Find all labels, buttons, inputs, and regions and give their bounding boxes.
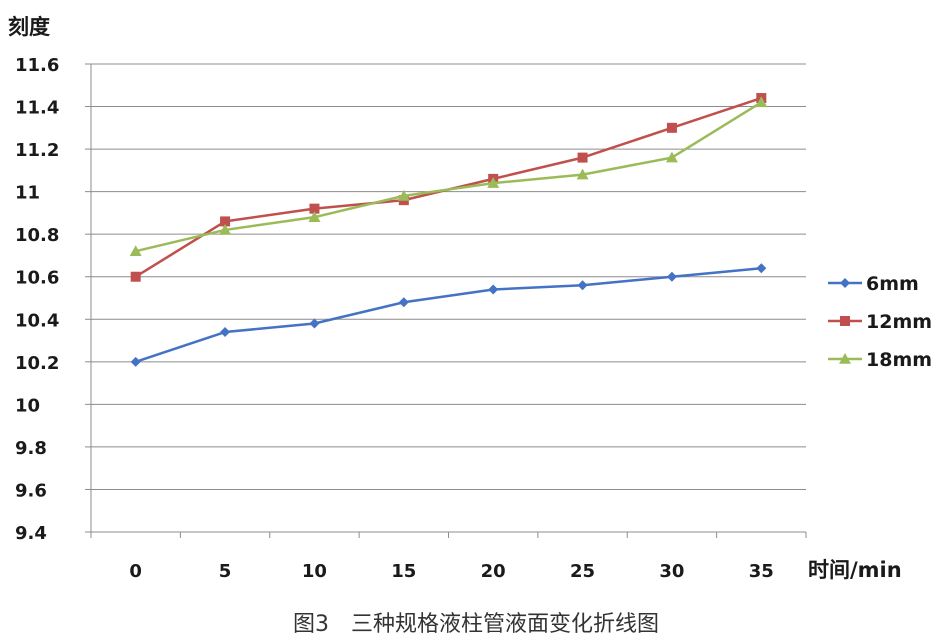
data-point (309, 203, 320, 214)
data-point (130, 356, 141, 367)
data-point (839, 353, 851, 364)
data-point (840, 278, 850, 288)
y-tick-label: 10.2 (15, 353, 59, 374)
data-point (220, 216, 231, 227)
y-tick-label: 10 (15, 395, 40, 416)
x-tick-label: 30 (659, 561, 684, 582)
series-12mm (130, 93, 767, 282)
series-group (129, 93, 768, 367)
x-tick-label: 25 (570, 561, 595, 582)
x-tick-label: 0 (129, 561, 142, 582)
data-point (309, 318, 320, 329)
data-point (577, 280, 588, 291)
data-point (756, 263, 767, 274)
y-tick-label: 11.4 (15, 98, 59, 119)
x-tick-label: 35 (749, 561, 774, 582)
data-point (576, 168, 589, 180)
data-point (129, 245, 142, 256)
y-tick-label: 9.6 (15, 480, 47, 501)
legend: 6mm 12mm 18mm (828, 273, 932, 371)
data-point (665, 151, 678, 163)
y-tick-label: 11 (15, 183, 40, 204)
data-point (220, 327, 231, 338)
data-point (308, 211, 321, 222)
data-point (666, 271, 677, 282)
figure-caption: 图3 三种规格液柱管液面变化折线图 (293, 612, 659, 637)
x-tick-label: 10 (302, 561, 327, 582)
series-line (135, 266, 762, 364)
legend-item-6mm: 6mm (828, 273, 919, 295)
legend-label: 12mm (866, 311, 932, 333)
y-axis-title: 刻度 (8, 15, 50, 39)
y-tick-label: 9.4 (15, 523, 47, 544)
data-point (840, 316, 850, 326)
y-tick-label: 9.8 (15, 438, 47, 459)
data-point (755, 96, 768, 108)
series-6mm (130, 263, 767, 367)
x-axis-title: 时间/min (808, 558, 902, 582)
axes (85, 63, 807, 538)
data-point (487, 177, 500, 188)
x-tick-label: 5 (219, 561, 232, 582)
data-point (666, 122, 677, 133)
data-point (397, 189, 410, 201)
series-line (135, 101, 762, 253)
y-tick-label: 11.2 (15, 140, 59, 161)
y-tick-label: 10.6 (15, 268, 59, 289)
legend-label: 6mm (866, 273, 919, 295)
y-tick-labels: 11.6 11.4 11.2 11 10.8 10.6 10.4 10.2 10 9.8 9.6 9.… (15, 55, 59, 544)
x-tick-label: 20 (481, 561, 506, 582)
legend-item-18mm: 18mm (828, 349, 932, 371)
data-point (219, 223, 232, 235)
data-point (130, 271, 141, 282)
legend-label: 18mm (866, 349, 932, 371)
y-tick-label: 11.6 (15, 55, 59, 76)
legend-item-12mm: 12mm (828, 311, 932, 333)
gridlines (91, 63, 806, 533)
x-tick-label: 15 (391, 561, 416, 582)
data-point (398, 297, 409, 308)
x-tick-labels: 0 5 10 15 20 25 30 35 (129, 561, 773, 582)
series-18mm (129, 96, 768, 256)
data-point (577, 152, 588, 163)
y-tick-label: 10.4 (15, 310, 59, 331)
data-point (488, 284, 499, 295)
y-tick-label: 10.8 (15, 225, 59, 246)
